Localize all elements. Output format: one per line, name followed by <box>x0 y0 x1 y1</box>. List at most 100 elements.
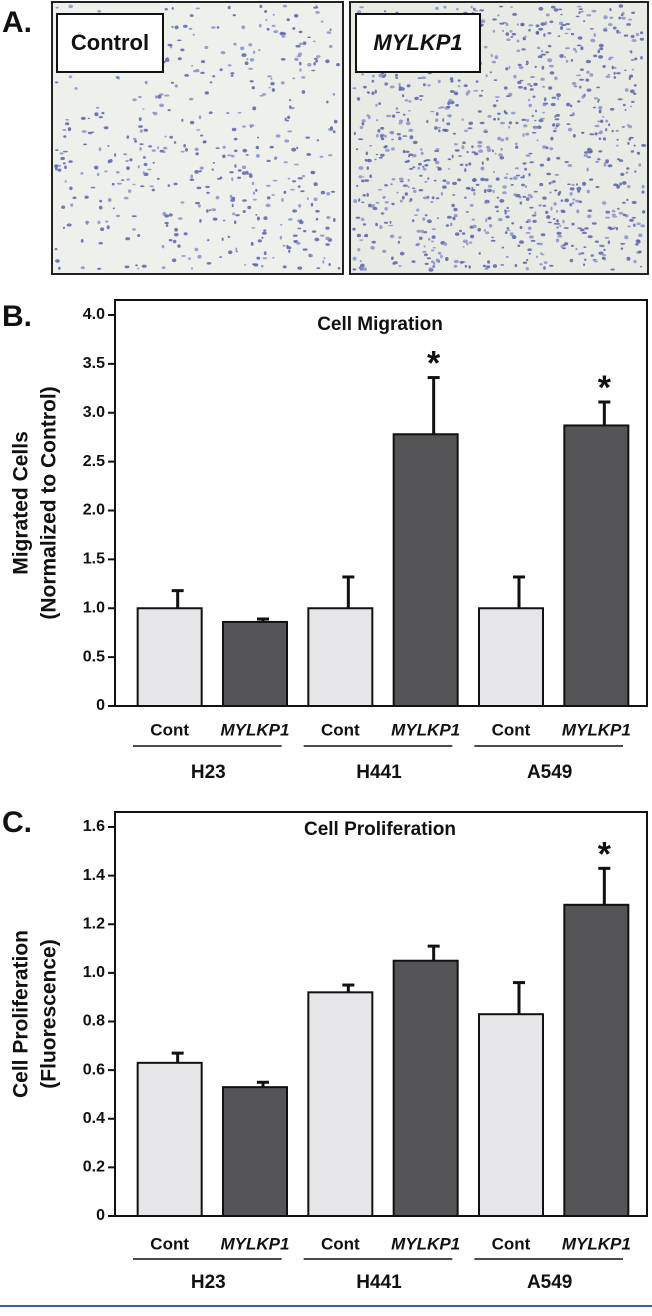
cell-dot <box>205 185 210 189</box>
cell-dot <box>554 76 558 81</box>
cell-dot <box>593 33 596 37</box>
cell-dot <box>241 165 247 170</box>
cell-dot <box>84 195 89 199</box>
cell-dot <box>196 129 201 131</box>
cell-dot <box>361 179 365 183</box>
cell-dot <box>485 74 488 78</box>
bar <box>307 991 374 1218</box>
cell-dot <box>566 28 572 31</box>
y-tick-label: 0 <box>96 697 105 714</box>
cell-dot <box>293 14 299 18</box>
cell-dot <box>613 71 616 75</box>
cell-dot <box>143 172 149 177</box>
cell-dot <box>255 154 260 158</box>
cell-dot <box>525 63 529 66</box>
cell-dot <box>462 141 466 144</box>
cell-dot <box>524 167 527 171</box>
cell-dot <box>508 92 513 96</box>
cell-dot <box>597 49 601 54</box>
cell-dot <box>640 31 644 35</box>
chart-title: Cell Proliferation <box>304 819 456 840</box>
cell-dot <box>525 60 528 63</box>
cell-dot <box>446 181 450 185</box>
cell-dot <box>163 146 168 150</box>
cell-dot <box>494 205 499 209</box>
cell-dot <box>616 158 620 161</box>
cell-dot <box>559 224 562 228</box>
cell-dot <box>600 119 604 124</box>
cell-dot <box>231 177 234 182</box>
cell-dot <box>628 18 633 21</box>
cell-dot <box>168 239 173 242</box>
cell-dot <box>422 165 425 168</box>
cell-dot <box>309 254 313 258</box>
cell-dot <box>521 183 525 187</box>
cell-dot <box>515 174 521 177</box>
bar <box>307 607 374 707</box>
cell-dot <box>575 248 578 250</box>
cell-dot <box>635 239 641 243</box>
cell-dot <box>512 176 518 181</box>
cell-dot <box>152 161 155 164</box>
cell-dot <box>616 72 621 75</box>
cell-dot <box>572 47 577 51</box>
bar <box>136 1061 203 1218</box>
cell-dot <box>558 8 563 11</box>
cell-dot <box>177 57 182 61</box>
cell-dot <box>431 196 435 200</box>
cell-dot <box>570 104 573 108</box>
cell-dot <box>611 129 614 133</box>
cell-dot <box>252 106 257 111</box>
cell-dot <box>416 242 420 247</box>
cell-dot <box>259 95 264 97</box>
cell-dot <box>514 142 518 145</box>
cell-dot <box>584 151 589 154</box>
cell-dot <box>361 73 364 76</box>
cell-dot <box>542 104 547 107</box>
cell-dot <box>368 145 373 147</box>
cell-dot <box>195 152 199 156</box>
cell-dot <box>407 159 410 163</box>
cell-dot <box>639 37 645 41</box>
cell-dot <box>511 222 515 225</box>
cell-dot <box>268 86 271 89</box>
cell-dot <box>131 215 137 218</box>
cell-dot <box>337 267 341 270</box>
cell-dot <box>183 144 186 148</box>
cell-dot <box>249 80 254 83</box>
cell-dot <box>261 93 267 96</box>
cell-dot <box>597 158 601 161</box>
cell-dot <box>375 119 379 122</box>
cell-dot <box>404 192 408 196</box>
cell-dot <box>98 242 103 245</box>
cell-dot <box>390 131 395 135</box>
x-tick-label: MYLKP1 <box>391 720 460 739</box>
cell-dot <box>631 216 636 219</box>
cell-dot <box>515 145 519 149</box>
cell-dot <box>529 85 533 87</box>
cell-dot <box>578 200 583 204</box>
x-tick-label: Cont <box>321 1234 360 1253</box>
cell-dot <box>575 15 580 18</box>
cell-dot <box>174 84 178 88</box>
cell-dot <box>371 91 375 95</box>
cell-dot <box>312 40 316 43</box>
cell-dot <box>326 31 332 34</box>
cell-dot <box>404 99 409 102</box>
cell-dot <box>192 33 195 36</box>
cell-dot <box>522 36 525 41</box>
cell-dot <box>535 255 539 258</box>
cell-dot <box>607 164 613 168</box>
cell-dot <box>453 264 458 268</box>
cell-dot <box>487 260 491 264</box>
cell-dot <box>579 68 584 71</box>
cell-dot <box>540 117 545 120</box>
cell-dot <box>132 98 137 102</box>
cell-dot <box>365 151 368 156</box>
cell-dot <box>315 209 320 213</box>
cell-dot <box>323 257 326 259</box>
cell-dot <box>512 12 518 16</box>
cell-dot <box>555 124 559 128</box>
cell-dot <box>602 254 607 257</box>
cell-dot <box>222 219 226 222</box>
